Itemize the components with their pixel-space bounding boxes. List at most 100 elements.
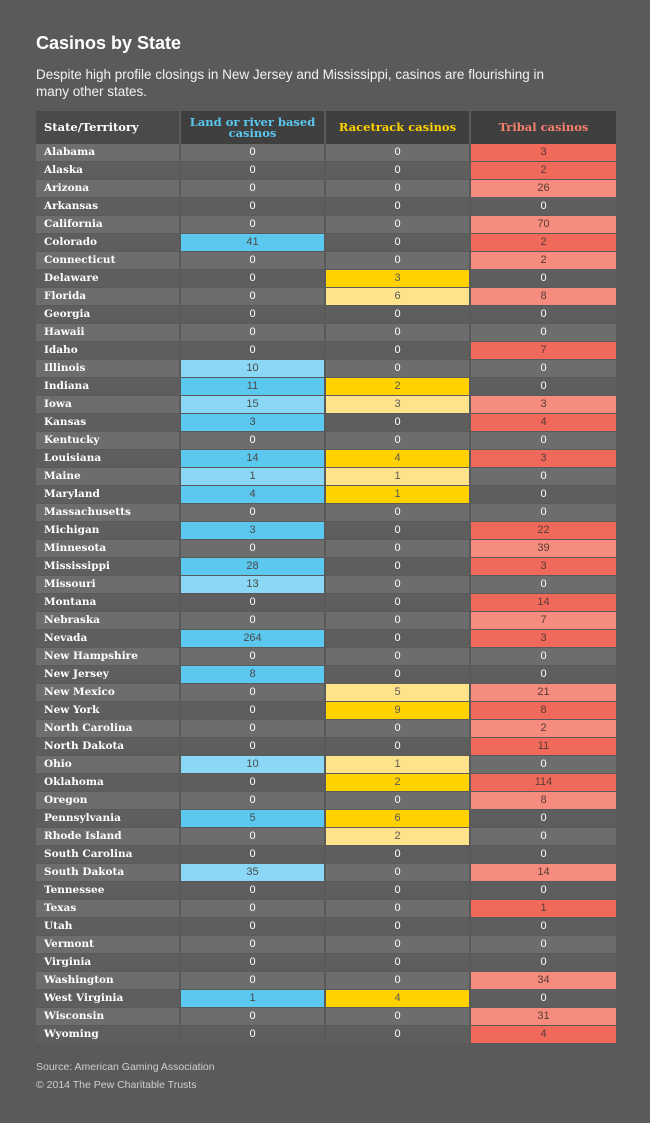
table-row: Minnesota 0 0 39 [36,540,616,558]
state-name: Oregon [36,792,179,809]
land-casinos-value: 0 [181,648,324,665]
land-casinos-value: 0 [181,684,324,701]
state-name: Washington [36,972,179,989]
tribal-casinos-value: 2 [471,162,616,179]
racetrack-casinos-value: 1 [326,756,469,773]
racetrack-casinos-value: 0 [326,792,469,809]
table-row: Kansas 3 0 4 [36,414,616,432]
tribal-casinos-value: 0 [471,828,616,845]
land-casinos-value: 0 [181,144,324,161]
table-row: Hawaii 0 0 0 [36,324,616,342]
racetrack-casinos-value: 4 [326,450,469,467]
tribal-casinos-value: 34 [471,972,616,989]
state-name: New Mexico [36,684,179,701]
racetrack-casinos-value: 3 [326,396,469,413]
state-name: South Dakota [36,864,179,881]
table-row: Washington 0 0 34 [36,972,616,990]
tribal-casinos-value: 0 [471,954,616,971]
land-casinos-value: 0 [181,828,324,845]
land-casinos-value: 0 [181,216,324,233]
table-row: North Carolina 0 0 2 [36,720,616,738]
land-casinos-value: 0 [181,540,324,557]
land-casinos-value: 0 [181,900,324,917]
racetrack-casinos-value: 0 [326,558,469,575]
land-casinos-value: 0 [181,594,324,611]
tribal-casinos-value: 3 [471,630,616,647]
racetrack-casinos-value: 0 [326,234,469,251]
state-name: Indiana [36,378,179,395]
table-row: Vermont 0 0 0 [36,936,616,954]
racetrack-casinos-value: 0 [326,918,469,935]
tribal-casinos-value: 2 [471,234,616,251]
table-row: Arizona 0 0 26 [36,180,616,198]
state-name: Hawaii [36,324,179,341]
land-casinos-value: 3 [181,414,324,431]
table-row: Florida 0 6 8 [36,288,616,306]
tribal-casinos-value: 0 [471,918,616,935]
land-casinos-value: 13 [181,576,324,593]
state-name: New York [36,702,179,719]
table-header-row: State/Territory Land or river based casi… [36,111,616,144]
land-casinos-value: 14 [181,450,324,467]
racetrack-casinos-value: 0 [326,936,469,953]
land-casinos-value: 0 [181,792,324,809]
table-row: Alaska 0 0 2 [36,162,616,180]
land-casinos-value: 0 [181,954,324,971]
land-casinos-value: 28 [181,558,324,575]
land-casinos-value: 0 [181,306,324,323]
racetrack-casinos-value: 0 [326,198,469,215]
land-casinos-value: 0 [181,504,324,521]
tribal-casinos-value: 2 [471,252,616,269]
land-casinos-value: 0 [181,1008,324,1025]
state-name: Michigan [36,522,179,539]
table-row: New Hampshire 0 0 0 [36,648,616,666]
tribal-casinos-value: 11 [471,738,616,755]
racetrack-casinos-value: 0 [326,342,469,359]
racetrack-casinos-value: 0 [326,594,469,611]
racetrack-casinos-value: 0 [326,666,469,683]
table-row: Wyoming 0 0 4 [36,1026,616,1044]
state-name: Rhode Island [36,828,179,845]
racetrack-casinos-value: 0 [326,846,469,863]
tribal-casinos-value: 8 [471,702,616,719]
racetrack-casinos-value: 0 [326,954,469,971]
land-casinos-value: 8 [181,666,324,683]
racetrack-casinos-value: 6 [326,288,469,305]
state-name: Kentucky [36,432,179,449]
table-row: Arkansas 0 0 0 [36,198,616,216]
tribal-casinos-value: 0 [471,360,616,377]
racetrack-casinos-value: 4 [326,990,469,1007]
state-name: Mississippi [36,558,179,575]
tribal-casinos-value: 0 [471,270,616,287]
state-name: Florida [36,288,179,305]
table-row: South Carolina 0 0 0 [36,846,616,864]
land-casinos-value: 0 [181,288,324,305]
racetrack-casinos-value: 0 [326,306,469,323]
table-row: Tennessee 0 0 0 [36,882,616,900]
state-name: New Jersey [36,666,179,683]
state-name: North Dakota [36,738,179,755]
table-row: West Virginia 1 4 0 [36,990,616,1008]
racetrack-casinos-value: 0 [326,252,469,269]
racetrack-casinos-value: 0 [326,540,469,557]
state-name: Tennessee [36,882,179,899]
tribal-casinos-value: 0 [471,324,616,341]
state-name: Alabama [36,144,179,161]
land-casinos-value: 264 [181,630,324,647]
tribal-casinos-value: 0 [471,648,616,665]
state-name: Vermont [36,936,179,953]
racetrack-casinos-value: 1 [326,486,469,503]
racetrack-casinos-value: 5 [326,684,469,701]
land-casinos-value: 0 [181,252,324,269]
state-name: Kansas [36,414,179,431]
state-name: Arizona [36,180,179,197]
land-casinos-value: 0 [181,198,324,215]
land-casinos-value: 0 [181,972,324,989]
state-name: Ohio [36,756,179,773]
tribal-casinos-value: 0 [471,810,616,827]
racetrack-casinos-value: 9 [326,702,469,719]
table-row: Pennsylvania 5 6 0 [36,810,616,828]
racetrack-casinos-value: 0 [326,1026,469,1043]
racetrack-casinos-value: 0 [326,180,469,197]
table-row: Montana 0 0 14 [36,594,616,612]
